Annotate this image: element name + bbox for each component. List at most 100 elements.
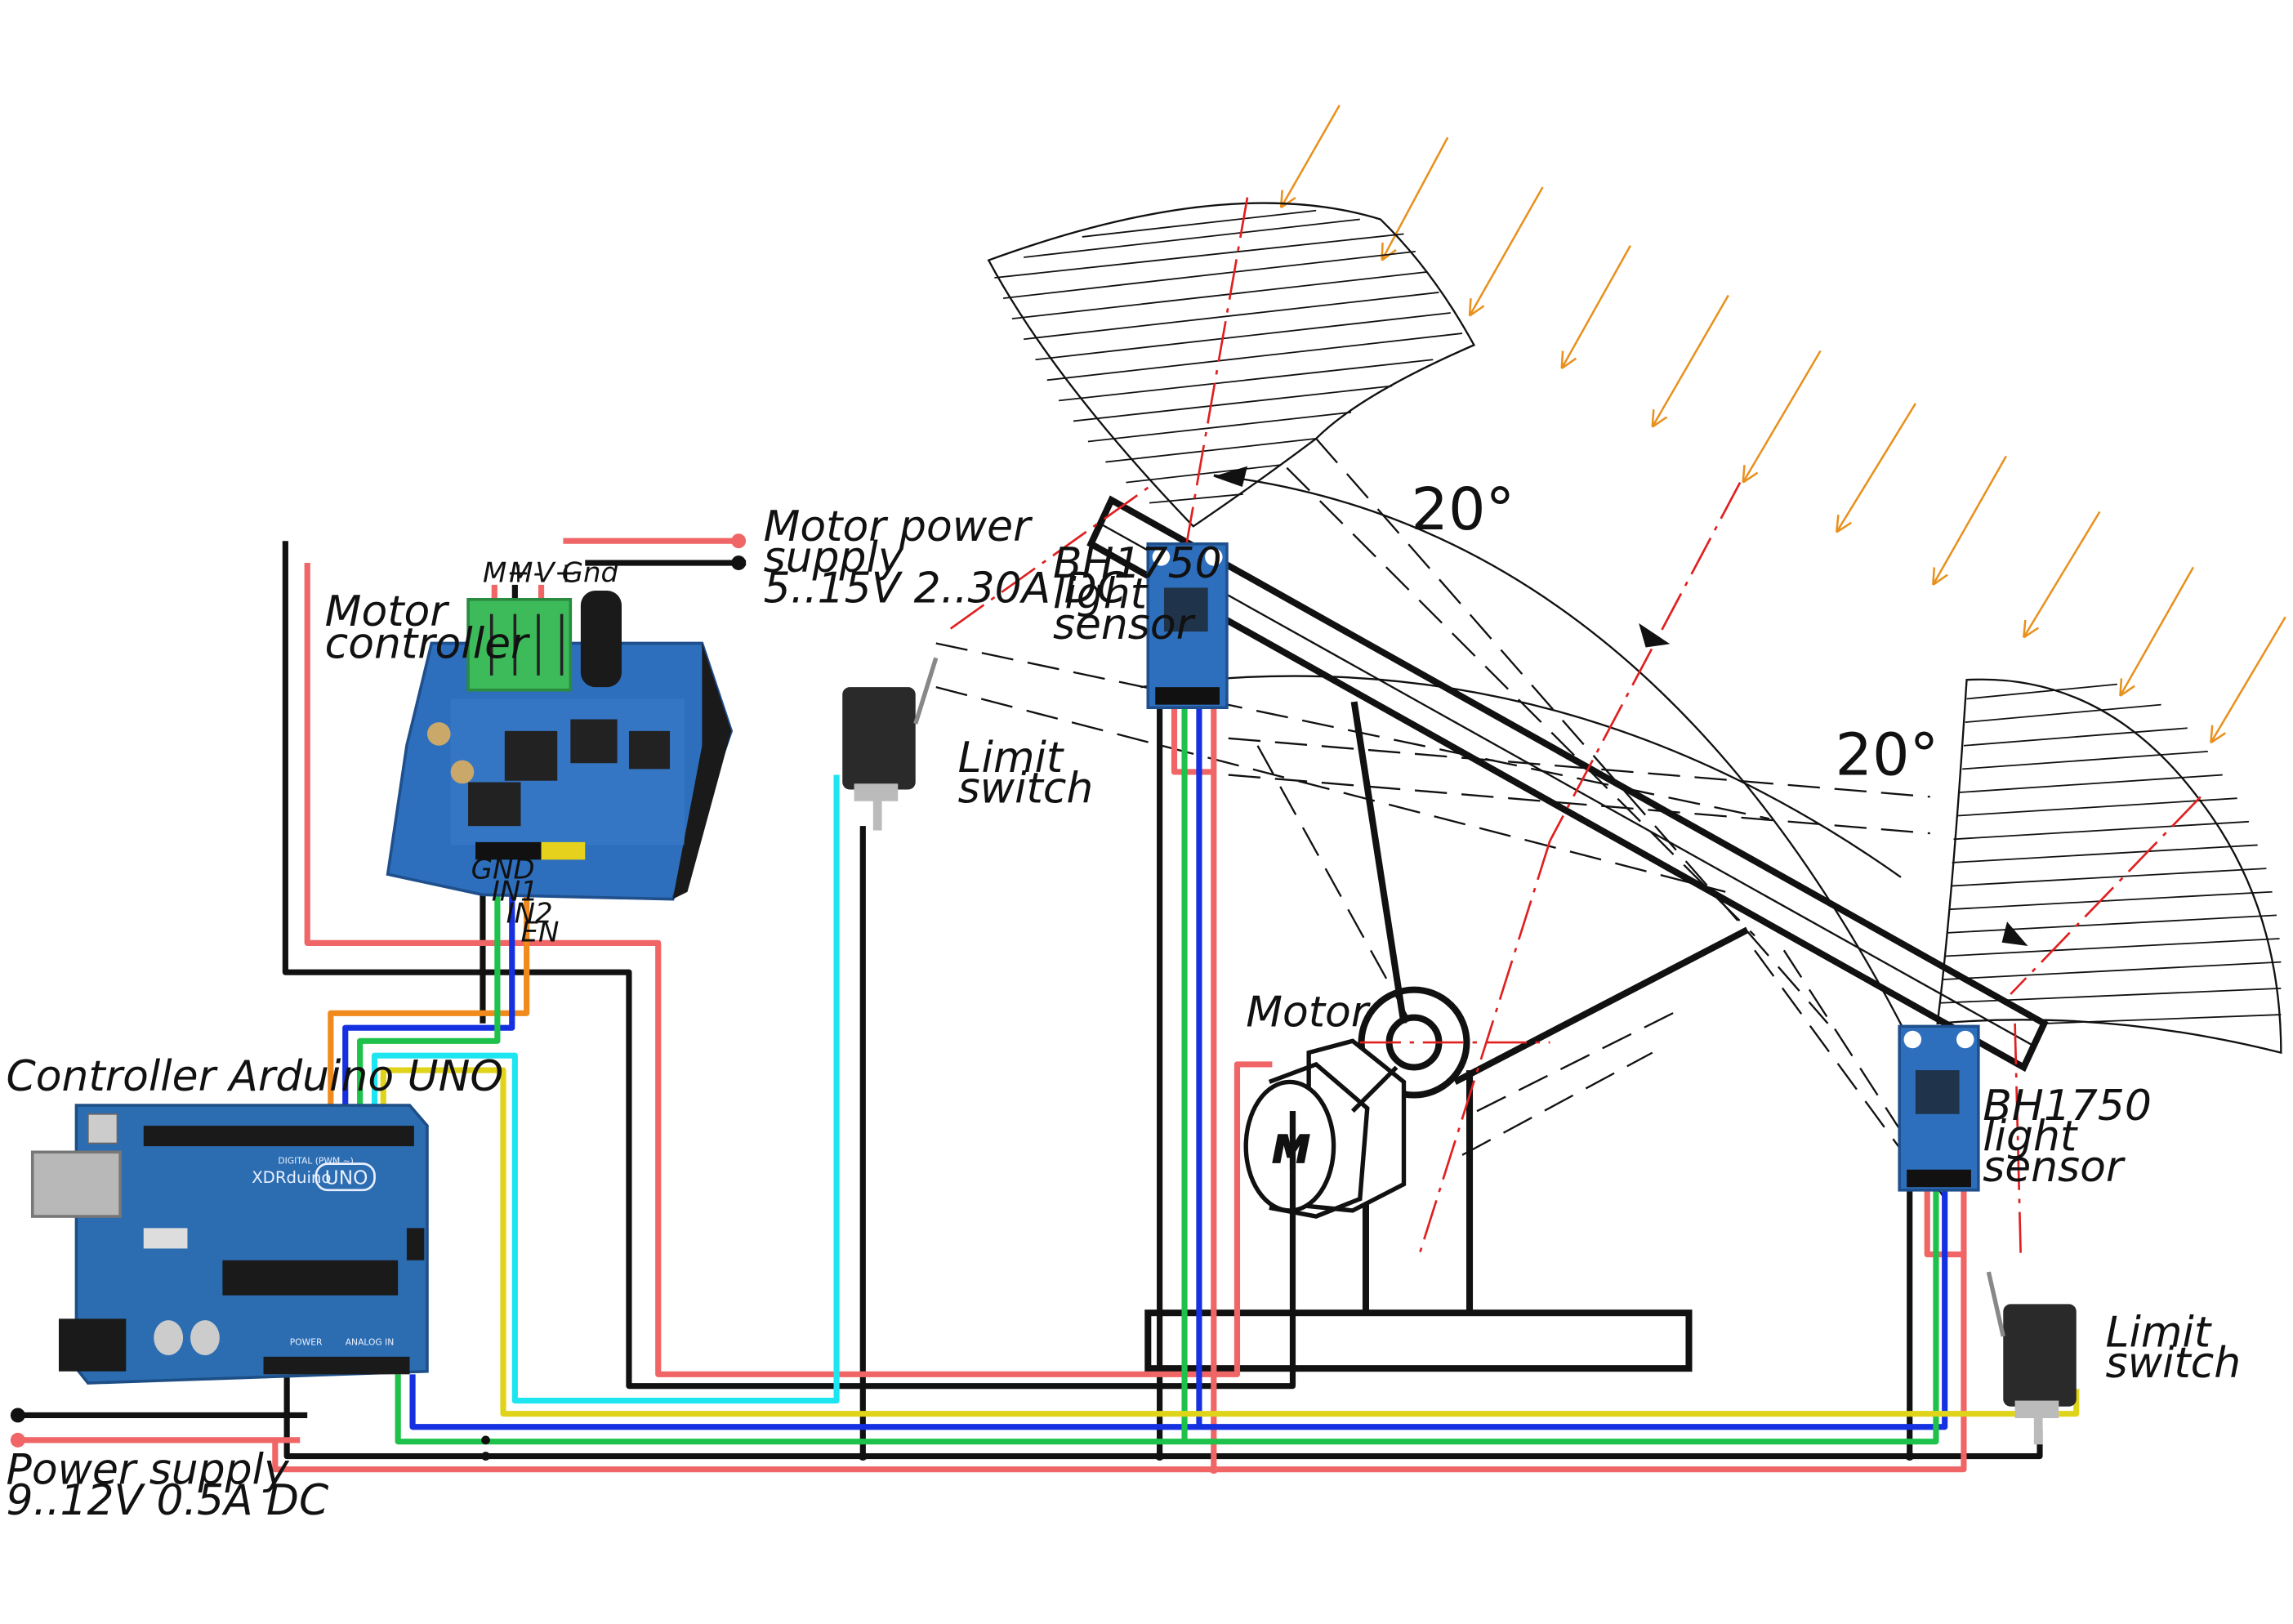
axis-lines (949, 197, 2202, 1258)
mechanical-drawing: M (935, 202, 2282, 1372)
label-motor-controller-2: controller (325, 619, 531, 668)
motor-controller-board (386, 591, 734, 901)
board-brand: XDRduino (252, 1168, 331, 1187)
sun-ray-arrow (2119, 566, 2195, 697)
sun-ray-arrowhead (2023, 627, 2040, 639)
sun-ray-arrowhead (1561, 357, 1577, 370)
sun-ray-arrow (1742, 350, 1822, 484)
support-strut (1350, 701, 1407, 1024)
junctions (10, 533, 1915, 1475)
limit-switch-part (1986, 1271, 2077, 1445)
wire-limit-switch-2 (380, 1067, 2080, 1417)
label-power-supply-1: Power supply (7, 1446, 290, 1495)
limit-switch-part (842, 657, 939, 831)
sun-ray-arrowhead (2119, 685, 2135, 697)
sun-ray-arrow (1651, 294, 1729, 428)
wire-power (304, 563, 1273, 1377)
label-limit-switch-right-1: Limit (2106, 1308, 2212, 1357)
sun-ray-arrowhead (2119, 678, 2123, 696)
sun-ray-arrowhead (1469, 305, 1485, 317)
solar-panel (1086, 495, 2049, 1073)
wiring (17, 538, 2080, 1473)
sun-ray-arrow (1381, 136, 1449, 261)
label-sensor-right-1: BH1750 (1983, 1082, 2152, 1131)
board-analog: ANALOG IN (346, 1337, 395, 1348)
angle-label-upper: 20° (1411, 475, 1515, 543)
wire-green-scl (395, 1154, 1939, 1445)
wire-limit-switch (371, 774, 840, 1404)
label-sensor-right-3: sensor (1983, 1143, 2126, 1192)
wire-in1 (357, 854, 501, 1119)
shade-sector-upper (987, 202, 1476, 528)
sun-ray-arrowhead (1651, 409, 1655, 427)
sun-ray-arrowhead (1932, 567, 1936, 585)
sun-ray-arrow (2023, 511, 2101, 638)
sun-ray-arrowhead (1279, 190, 1283, 208)
shade-hatching-upper (994, 209, 1463, 504)
sun-rays (1279, 105, 2286, 744)
sun-ray-arrowhead (1280, 196, 1296, 209)
base-plate (1144, 1309, 1693, 1372)
wire-blue-sda (409, 1154, 1948, 1430)
sun-ray-arrow (1932, 455, 2007, 586)
sun-ray-arrowhead (1560, 350, 1564, 369)
pin-label-gnd: Gnd (562, 556, 619, 589)
sun-ray-arrow (1560, 245, 1631, 369)
board-power: POWER (290, 1337, 323, 1348)
pin-label-m-minus: M- (509, 556, 543, 589)
arduino-board: XDRduino UNO DIGITAL (PWM ~) POWER ANALO… (30, 1104, 429, 1385)
wire-en (328, 854, 530, 1119)
sun-ray-arrow (2210, 616, 2286, 743)
shade-hatching-lower (1940, 683, 2282, 1024)
angle-dimension (1213, 466, 2028, 946)
label-motor-power-2: supply (764, 533, 904, 582)
shade-sector-lower (1936, 678, 2282, 1055)
label-limit-switch-1: Limit (958, 734, 1064, 783)
sun-ray-arrowhead (1652, 416, 1668, 428)
motor (1243, 1038, 1407, 1219)
wire-ground (282, 541, 1296, 1390)
support-strut (1453, 926, 1749, 1085)
light-sensor-board (1146, 542, 1229, 710)
pin-label-in1: IN1 (492, 875, 538, 908)
pin-label-v-plus: V+ (535, 556, 578, 589)
label-motor-power-3: 5..15V 2..30A DC (764, 564, 1127, 613)
sweep-arc-outer (1213, 474, 1916, 1054)
label-power-supply-2: 9..12V 0.5A DC (7, 1476, 329, 1525)
label-limit-switch-right-2: switch (2106, 1339, 2242, 1388)
light-sensor-board (1898, 1024, 1980, 1192)
board-digital: DIGITAL (PWM ~) (278, 1156, 353, 1167)
wire-power (272, 1154, 1967, 1473)
pin-label-gnd-bottom: GND (471, 854, 535, 886)
board-model: UNO (325, 1167, 368, 1189)
sun-ray-arrowhead (2023, 619, 2027, 638)
controller-pin-labels: M+ M- V+ Gnd GND IN1 IN2 EN (471, 556, 619, 948)
label-motor: Motor (1246, 988, 1372, 1037)
label-sensor-3: sensor (1053, 600, 1197, 649)
pin-label-in2: IN2 (506, 897, 553, 930)
label-arduino: Controller Arduino UNO (7, 1052, 504, 1101)
label-motor-power-1: Motor power (764, 502, 1033, 551)
label-sensor-right-2: light (1983, 1113, 2078, 1162)
sun-ray-arrowhead (1835, 514, 1840, 533)
label-sensor-1: BH1750 (1053, 539, 1222, 588)
wire-in2 (342, 854, 515, 1119)
pin-label-en: EN (521, 917, 560, 949)
sweep-arc-inner (1140, 675, 1902, 878)
sun-ray-arrowhead (1381, 243, 1384, 261)
dashed-positions (935, 438, 1946, 1200)
sun-ray-arrowhead (1742, 471, 1759, 484)
sun-ray-arrowhead (2210, 732, 2227, 744)
sun-ray-arrowhead (2210, 725, 2214, 743)
label-motor-controller-1: Motor (325, 587, 451, 636)
angle-label-lower: 20° (1835, 721, 1938, 789)
label-limit-switch-2: switch (958, 765, 1094, 814)
sun-ray-arrow (1836, 403, 1916, 533)
sun-ray-arrowhead (1742, 465, 1746, 483)
pin-label-m-plus: M+ (483, 556, 530, 589)
sun-ray-arrowhead (1836, 521, 1852, 533)
sun-ray-arrow (1468, 186, 1544, 317)
label-sensor-2: light (1053, 570, 1149, 619)
